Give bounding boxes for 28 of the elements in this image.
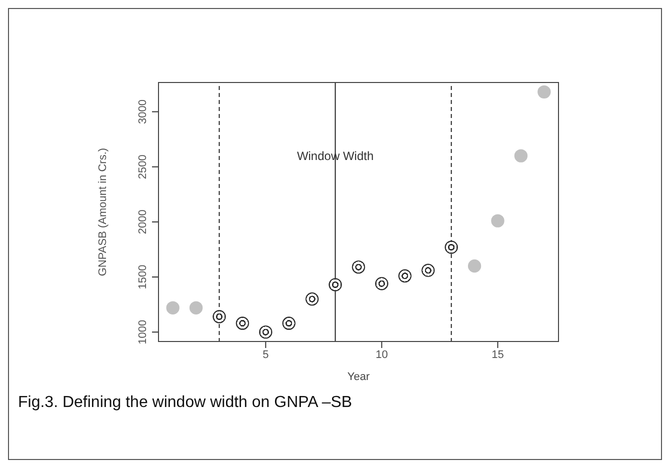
point <box>491 214 504 228</box>
y-tick-label: 3000 <box>137 100 149 124</box>
point <box>375 277 388 290</box>
x-axis-title: Year <box>347 371 370 383</box>
point <box>282 316 296 330</box>
point <box>212 310 226 324</box>
point <box>189 301 203 314</box>
x-tick-label: 5 <box>262 348 269 361</box>
point <box>236 316 250 330</box>
point <box>328 278 342 292</box>
y-tick-label: 2000 <box>137 210 149 234</box>
point <box>259 325 272 339</box>
point <box>305 292 319 306</box>
y-tick-label: 1500 <box>137 264 149 290</box>
point <box>444 240 458 254</box>
x-tick-label: 15 <box>492 348 504 361</box>
point <box>514 149 528 162</box>
point <box>538 85 551 99</box>
y-axis-title: GNPASB (Amount in Crs.) <box>96 148 109 276</box>
x-tick-label: 10 <box>376 348 388 361</box>
point <box>166 301 180 314</box>
point <box>352 260 366 274</box>
y-tick-label: 1000 <box>137 320 149 344</box>
y-tick-label: 2500 <box>137 154 149 180</box>
point <box>398 269 412 282</box>
point <box>468 259 482 273</box>
point <box>422 264 435 277</box>
caption: Fig.3. Defining the window width on GNPA –SB <box>18 394 352 412</box>
